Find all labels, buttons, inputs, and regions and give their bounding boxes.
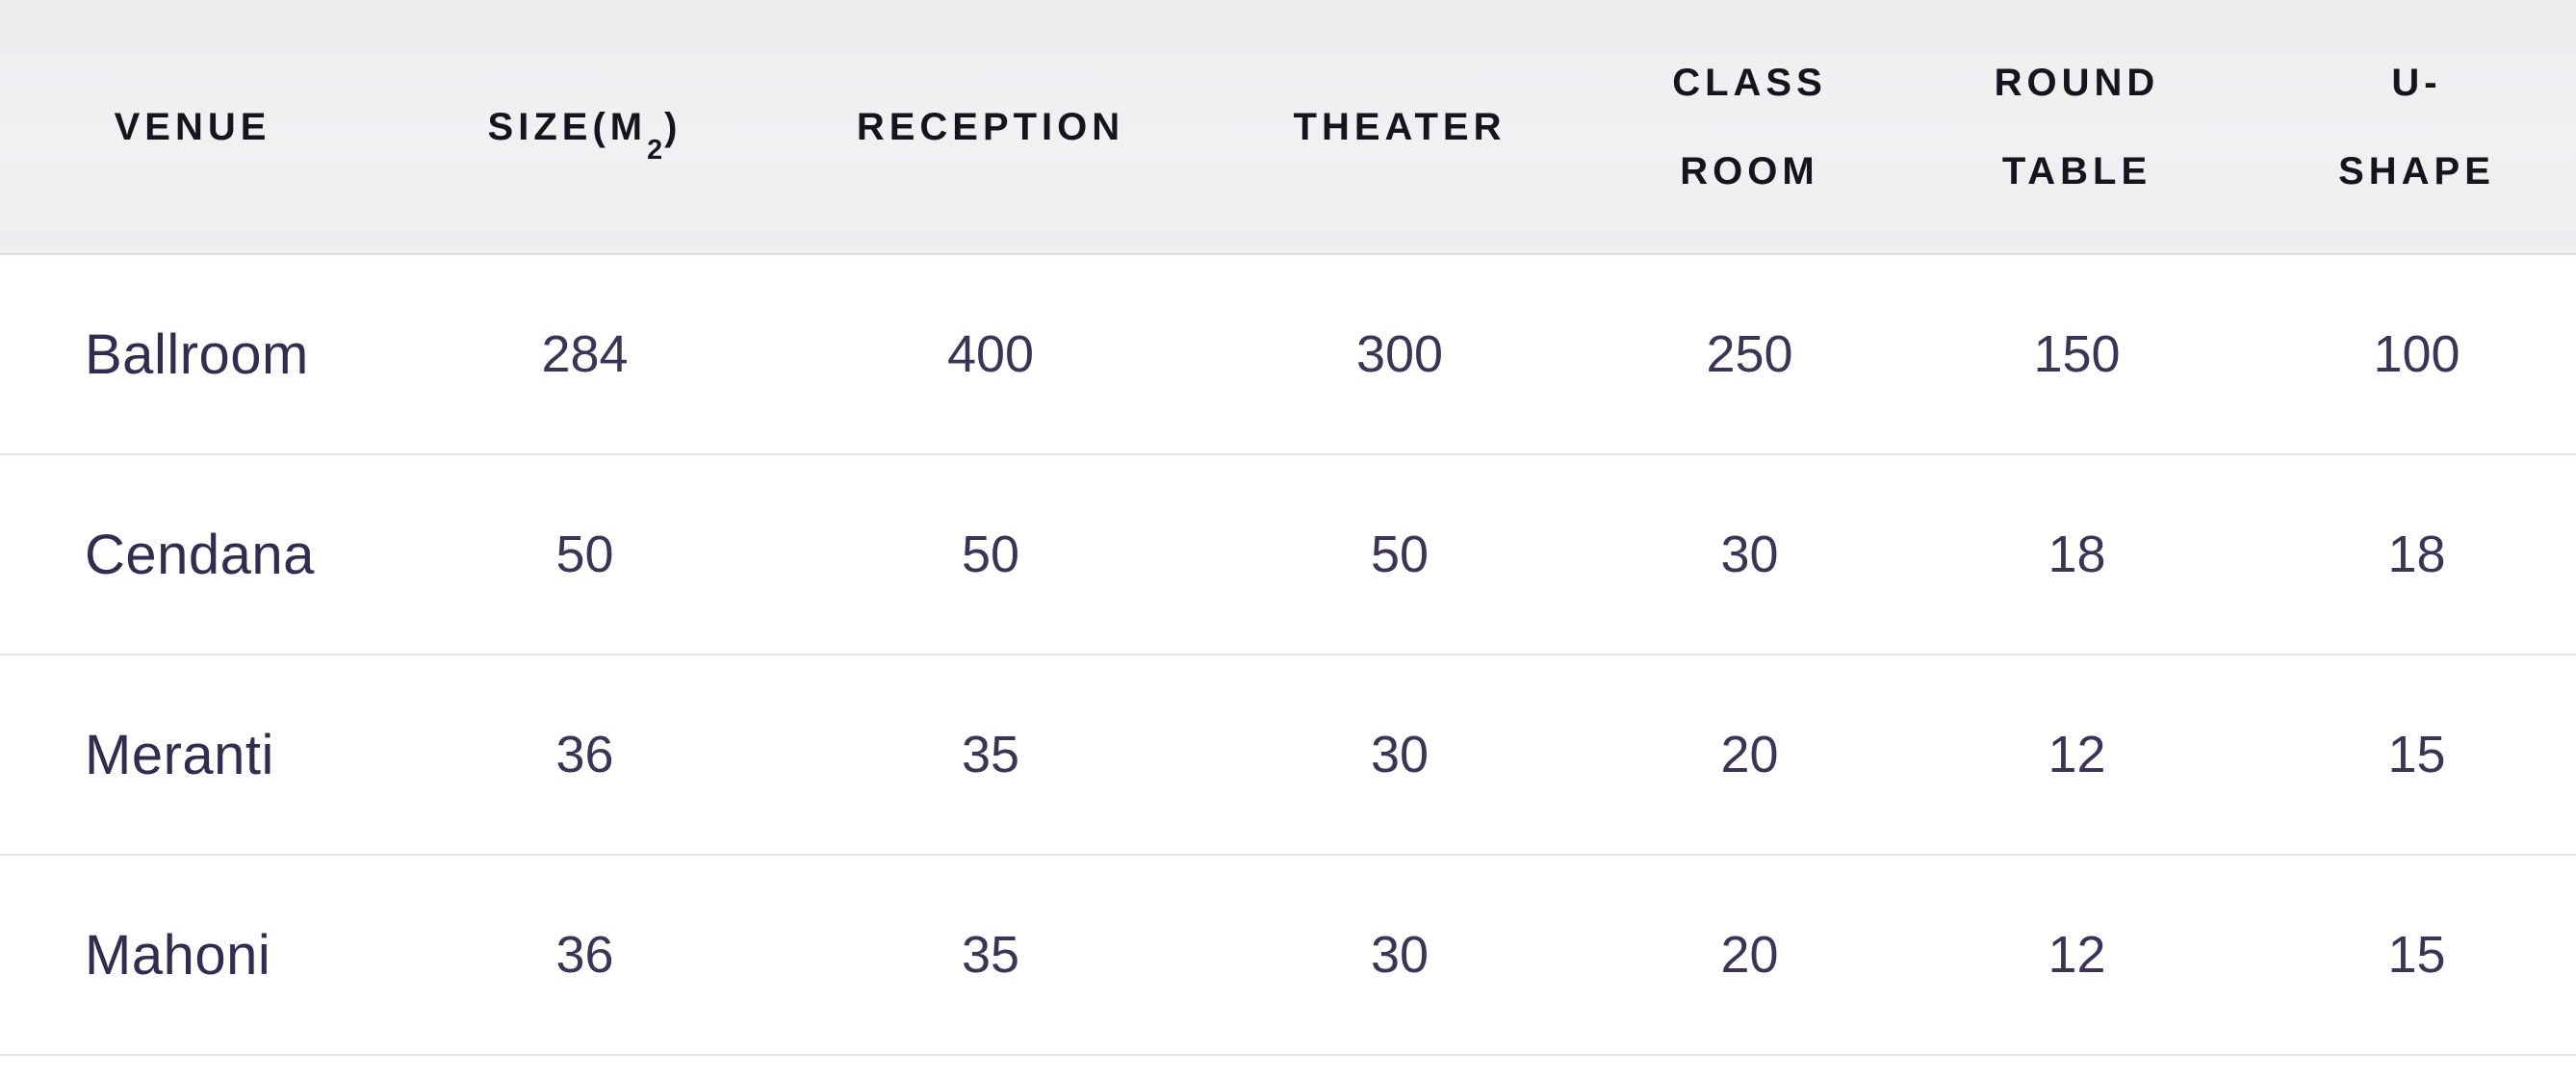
- column-header-label: THEATER: [1293, 105, 1507, 148]
- column-header-label: VENUE: [114, 105, 271, 148]
- column-header-venue: VENUE: [0, 83, 385, 171]
- venue-name: Ballroom: [85, 322, 309, 386]
- roundtable-value: 12: [2048, 926, 2106, 984]
- column-header-label-line1: ROUND: [1994, 61, 2160, 104]
- column-header-label: RECEPTION: [856, 105, 1125, 148]
- column-header-ushape: U- SHAPE: [2257, 38, 2576, 216]
- ushape-value: 15: [2387, 726, 2446, 783]
- column-header-label-line2: TABLE: [2001, 149, 2152, 192]
- theater-value: 300: [1355, 325, 1444, 383]
- column-header-label: SIZE(M 2): [488, 83, 683, 171]
- table-header-row: VENUE SIZE(M 2) RECEPTION THEATER CLASS R…: [0, 0, 2576, 255]
- classroom-value: 30: [1720, 526, 1779, 583]
- classroom-value: 20: [1720, 926, 1779, 984]
- reception-value: 400: [946, 325, 1035, 383]
- venue-name: Mahoni: [85, 923, 271, 987]
- size-label-suffix: ): [664, 105, 683, 148]
- ushape-value: 15: [2387, 926, 2446, 984]
- table-row: Meranti 36 35 30 20 12 15: [0, 655, 2576, 856]
- column-header-reception: RECEPTION: [785, 83, 1197, 171]
- size-value: 284: [541, 325, 629, 383]
- column-header-theater: THEATER: [1197, 83, 1603, 171]
- ushape-value: 100: [2373, 325, 2460, 383]
- venue-name: Meranti: [85, 723, 274, 786]
- roundtable-value: 12: [2048, 726, 2106, 783]
- column-header-label-line1: U-: [2391, 61, 2442, 104]
- reception-value: 35: [961, 726, 1020, 783]
- table-row: Ballroom 284 400 300 250 150 100: [0, 255, 2576, 455]
- size-label-prefix: SIZE(M: [487, 105, 648, 148]
- column-header-label-line2: SHAPE: [2338, 149, 2495, 192]
- table-row: Mahoni 36 35 30 20 12 15: [0, 856, 2576, 1056]
- size-value: 50: [555, 526, 614, 583]
- theater-value: 30: [1370, 726, 1430, 783]
- roundtable-value: 150: [2033, 325, 2121, 383]
- venue-name: Cendana: [85, 523, 315, 586]
- column-header-classroom: CLASS ROOM: [1603, 38, 1896, 216]
- reception-value: 35: [961, 926, 1020, 984]
- reception-value: 50: [961, 526, 1020, 583]
- column-header-label-line2: ROOM: [1680, 149, 1819, 192]
- column-header-size: SIZE(M 2): [385, 83, 785, 171]
- classroom-value: 250: [1706, 325, 1793, 383]
- roundtable-value: 18: [2048, 526, 2106, 583]
- size-value: 36: [555, 726, 614, 783]
- size-value: 36: [555, 926, 614, 984]
- bottom-whitespace: [0, 1056, 2576, 1078]
- ushape-value: 18: [2387, 526, 2446, 583]
- column-header-label-line1: CLASS: [1672, 61, 1827, 104]
- theater-value: 50: [1370, 526, 1430, 583]
- table-row: Cendana 50 50 50 30 18 18: [0, 455, 2576, 655]
- classroom-value: 20: [1720, 726, 1779, 783]
- column-header-roundtable: ROUND TABLE: [1896, 38, 2257, 216]
- theater-value: 30: [1370, 926, 1430, 984]
- size-label-subscript: 2: [647, 134, 665, 166]
